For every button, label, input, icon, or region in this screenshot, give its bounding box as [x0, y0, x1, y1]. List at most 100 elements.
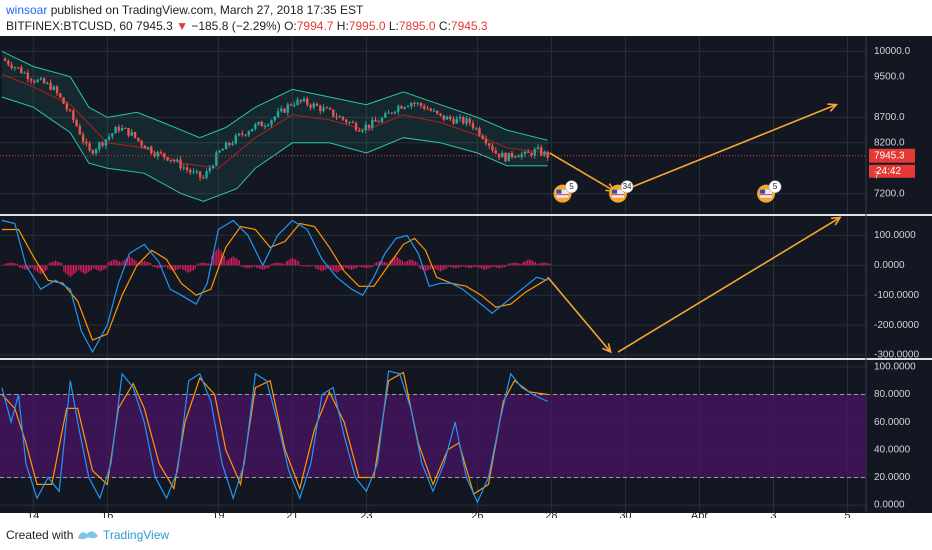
candle-body: [62, 97, 65, 104]
flag-icon: [612, 189, 625, 198]
candle-body: [393, 111, 397, 114]
flag-canton: [556, 189, 562, 194]
y-tick-label: 100.0000: [874, 230, 916, 241]
candle-body: [33, 80, 36, 83]
y-tick-label: 100.0000: [874, 362, 916, 373]
candle-body: [127, 128, 130, 136]
candle-body: [536, 147, 540, 150]
candle-body: [364, 124, 367, 131]
y-tick-label: 0.0000: [874, 260, 905, 271]
candle-body: [179, 159, 182, 169]
username-link[interactable]: winsoar: [6, 3, 48, 17]
candle-body: [270, 120, 273, 126]
event-count-badge: [565, 180, 578, 193]
candle-body: [358, 130, 361, 132]
symbol-label[interactable]: BITFINEX:BTCUSD, 60: [6, 19, 133, 33]
stochastic-panel[interactable]: [0, 370, 866, 504]
candle-body: [189, 169, 192, 173]
candle-body: [55, 86, 59, 94]
macd-panel[interactable]: [1, 216, 842, 354]
x-tick-label: 16: [101, 510, 113, 518]
candle-body: [504, 152, 507, 162]
candle-body: [371, 119, 374, 128]
candle-body: [75, 120, 78, 126]
candle-body: [3, 58, 7, 61]
event-marker-flag-icon[interactable]: 34: [609, 180, 634, 203]
stochastic-band: [0, 394, 866, 478]
candle-body: [306, 98, 309, 105]
candle-body: [7, 60, 10, 65]
candle-body: [36, 79, 39, 83]
projection-arrow-line[interactable]: [621, 103, 837, 192]
candle-body: [530, 152, 533, 156]
low-value: 7895.0: [398, 19, 436, 33]
high-value: 7995.0: [348, 19, 386, 33]
tradingview-link[interactable]: TradingView: [103, 528, 170, 542]
candle-body: [163, 153, 166, 158]
candle-body: [387, 112, 390, 114]
candle-body: [426, 108, 429, 110]
candle-body: [98, 142, 101, 150]
candle-body: [124, 127, 127, 129]
candle-body: [224, 142, 228, 150]
candle-body: [315, 103, 319, 106]
candle-body: [208, 168, 212, 172]
candle-body: [397, 106, 400, 112]
x-tick-label: 28: [545, 510, 557, 518]
candle-body: [254, 124, 257, 129]
candle-body: [283, 108, 286, 113]
candle-body: [514, 156, 517, 158]
candle-body: [72, 110, 75, 121]
bollinger-lower-line: [1, 96, 548, 202]
projection-arrow-line[interactable]: [547, 276, 612, 353]
candle-body: [10, 64, 13, 69]
candle-body: [406, 106, 410, 108]
stochastic-k-line: [1, 370, 548, 504]
candle-body: [250, 128, 254, 132]
countdown-label: 24:42: [876, 166, 901, 177]
candle-body: [202, 177, 205, 179]
candle-body: [280, 108, 283, 112]
candle-body: [400, 106, 403, 109]
candle-body: [341, 116, 345, 120]
candle-body: [237, 133, 241, 136]
candle-body: [42, 78, 46, 84]
candle-body: [68, 109, 72, 111]
candle-body: [354, 123, 358, 131]
x-tick-label: 5: [844, 510, 850, 518]
candle-body: [276, 111, 280, 117]
published-text: published on TradingView.com, March 27, …: [50, 3, 364, 17]
candle-body: [85, 141, 88, 144]
publish-line: winsoar published on TradingView.com, Ma…: [6, 3, 363, 17]
candle-body: [432, 110, 436, 112]
x-tick-label: 30: [619, 510, 631, 518]
candle-body: [296, 99, 299, 105]
y-tick-label: -100.0000: [874, 290, 919, 301]
tradingview-logo-icon: [78, 531, 98, 540]
event-marker-flag-icon[interactable]: 5: [553, 180, 578, 203]
candle-body: [241, 133, 244, 135]
candle-body: [501, 152, 504, 158]
chart-canvas[interactable]: 7945.3 24:42 5 34 5 14 16 19 21 23 26 28 30 Apr 3 5 100…: [0, 36, 932, 518]
y-tick-label: 8700.0: [874, 112, 905, 123]
x-axis-strip: [0, 513, 932, 518]
projection-arrow-line[interactable]: [617, 216, 841, 353]
candle-body: [211, 165, 215, 169]
candle-body: [293, 104, 296, 106]
x-tick-label: 3: [770, 510, 776, 518]
candle-body: [153, 153, 156, 157]
candle-body: [78, 125, 82, 135]
projection-arrow-head: [827, 103, 839, 112]
candle-body: [488, 143, 491, 146]
candle-body: [413, 102, 416, 104]
candle-body: [65, 103, 69, 110]
candle-body: [416, 103, 419, 105]
candle-body: [117, 126, 121, 131]
candle-body: [543, 151, 546, 156]
event-marker-flag-icon[interactable]: 5: [757, 180, 782, 203]
candle-body: [247, 131, 250, 136]
price-panel[interactable]: 7945.3 24:42 5 34 5: [0, 50, 915, 203]
candle-body: [111, 133, 114, 137]
projection-arrow-line[interactable]: [549, 152, 615, 192]
candle-body: [494, 150, 497, 154]
